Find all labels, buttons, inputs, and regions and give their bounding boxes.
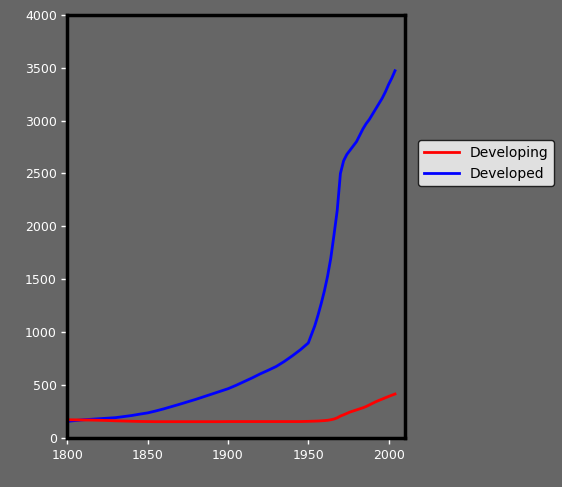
Legend: Developing, Developed: Developing, Developed [418, 140, 554, 186]
